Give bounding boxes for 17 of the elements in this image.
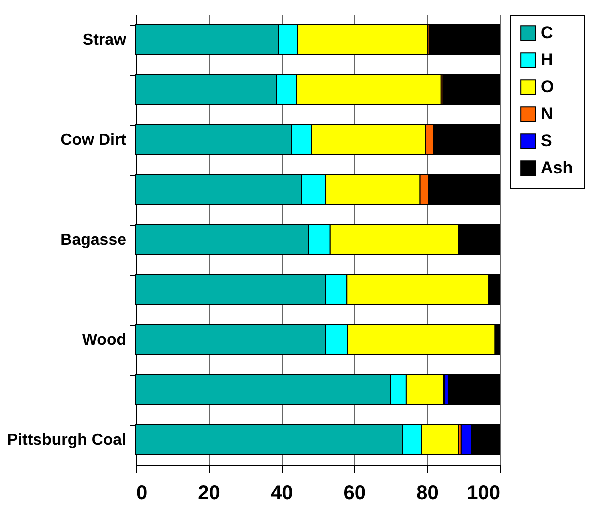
legend-label: N: [541, 104, 554, 124]
y-tick-label: Cow Dirt: [60, 132, 128, 149]
y-tick-label: Bagasse: [60, 232, 127, 249]
y-tick-label: Pittsburgh Coal: [7, 432, 126, 449]
legend-label: S: [541, 132, 552, 150]
x-tick-label: 100: [467, 482, 500, 504]
y-tick-label: Wood: [82, 332, 126, 349]
legend-label: Ash: [541, 158, 574, 178]
x-tick-label: 40: [270, 482, 294, 504]
legend-label: H: [541, 50, 554, 70]
x-tick-label: 80: [416, 482, 439, 504]
legend-label: O: [541, 78, 554, 96]
x-tick-label: 0: [136, 482, 148, 504]
legend-label: C: [541, 24, 554, 42]
x-tick-label: 20: [198, 482, 220, 504]
y-tick-label: Straw: [82, 32, 128, 49]
x-tick-label: 60: [344, 482, 366, 504]
